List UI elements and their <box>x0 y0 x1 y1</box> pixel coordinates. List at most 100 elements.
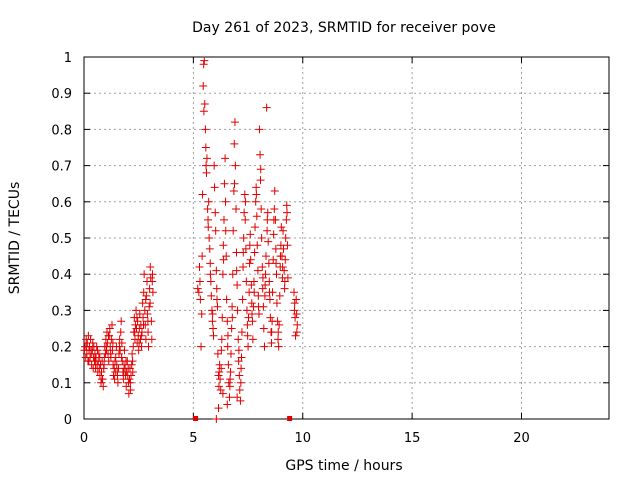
data-point <box>198 190 207 199</box>
data-point <box>274 342 283 351</box>
y-tick-label: 0.1 <box>51 377 72 392</box>
data-point <box>245 259 254 268</box>
data-point <box>112 360 121 369</box>
chart-title: Day 261 of 2023, SRMTID for receiver pov… <box>192 20 496 36</box>
data-point <box>245 241 254 250</box>
data-point <box>91 357 100 366</box>
data-point <box>130 328 139 337</box>
data-point <box>199 107 208 116</box>
data-point <box>265 277 274 286</box>
data-point <box>204 215 213 224</box>
data-point <box>213 349 222 358</box>
data-point <box>252 190 261 199</box>
data-point <box>258 273 267 282</box>
data-point <box>143 317 152 326</box>
data-point <box>233 306 242 315</box>
data-point <box>126 386 135 395</box>
data-point <box>232 205 241 214</box>
data-point <box>291 313 300 322</box>
data-point <box>226 375 235 384</box>
data-point <box>200 100 209 109</box>
data-point <box>236 396 245 405</box>
x-axis-title: GPS time / hours <box>285 458 402 474</box>
data-point <box>197 310 206 319</box>
data-point <box>108 338 117 347</box>
data-point <box>229 226 238 235</box>
data-point <box>262 103 271 112</box>
data-point <box>239 248 248 257</box>
data-point <box>249 277 258 286</box>
data-point <box>219 241 228 250</box>
axis-ticks <box>83 56 609 420</box>
data-point <box>280 277 289 286</box>
data-point <box>256 176 265 185</box>
data-point <box>241 197 250 206</box>
data-point <box>269 230 278 239</box>
data-point <box>97 375 106 384</box>
data-point <box>218 389 227 398</box>
data-point <box>230 179 239 188</box>
data-point <box>273 317 282 326</box>
data-point <box>212 266 221 275</box>
data-point <box>100 360 109 369</box>
data-point <box>218 313 227 322</box>
data-point <box>263 208 272 217</box>
data-point <box>265 295 274 304</box>
data-point <box>201 143 210 152</box>
data-point <box>257 234 266 242</box>
data-point <box>92 342 101 351</box>
data-point <box>217 364 226 373</box>
data-point <box>213 295 221 304</box>
data-point <box>264 237 273 246</box>
data-point <box>111 357 120 366</box>
data-point <box>229 186 238 195</box>
y-tick-label: 0.6 <box>51 196 72 211</box>
data-point <box>210 161 219 170</box>
data-point <box>221 154 230 163</box>
data-point <box>196 295 205 304</box>
data-point <box>209 324 218 333</box>
data-point <box>116 328 125 337</box>
data-point <box>224 378 233 387</box>
data-point <box>84 331 93 340</box>
data-point <box>220 215 228 224</box>
data-point <box>220 179 229 188</box>
data-point <box>232 266 241 275</box>
data-point <box>104 331 113 340</box>
data-point <box>283 241 292 250</box>
data-point <box>115 335 124 344</box>
data-point <box>140 270 149 279</box>
y-tick-label: 0.3 <box>51 304 72 319</box>
data-point <box>242 277 251 286</box>
data-point <box>228 302 237 311</box>
y-tick-label: 0.8 <box>51 123 72 138</box>
data-point <box>113 378 122 387</box>
data-point <box>290 299 299 308</box>
data-point <box>126 378 135 387</box>
data-point <box>206 277 215 286</box>
x-tick-label: 0 <box>80 431 88 446</box>
data-point <box>221 197 230 206</box>
data-point <box>225 382 234 391</box>
y-tick-label: 0.7 <box>51 160 72 175</box>
data-point <box>244 313 253 322</box>
data-point <box>227 349 235 358</box>
data-point <box>124 364 133 373</box>
data-point <box>243 320 252 329</box>
data-point <box>237 364 246 373</box>
data-point <box>246 255 255 264</box>
data-point <box>231 161 240 170</box>
data-point <box>206 259 215 268</box>
data-point <box>194 288 203 297</box>
grid-lines <box>84 57 609 419</box>
data-point <box>99 382 108 391</box>
data-point <box>214 404 223 413</box>
data-point <box>290 288 298 297</box>
data-point <box>128 367 137 376</box>
data-point <box>202 161 211 170</box>
data-point <box>148 288 157 297</box>
data-point <box>203 205 212 214</box>
data-point <box>206 270 215 279</box>
data-point <box>202 168 211 177</box>
data-point <box>145 284 154 293</box>
